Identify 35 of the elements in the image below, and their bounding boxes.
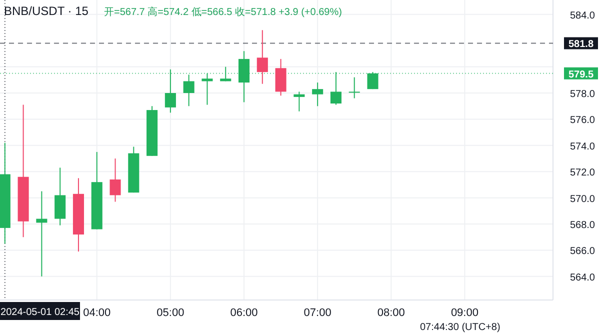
y-tick-label: 566.0 — [570, 246, 596, 258]
y-tick-label: 576.0 — [570, 115, 596, 126]
candlestick — [54, 167, 66, 226]
candlestick — [294, 91, 305, 112]
ref-line-label: 2024-05-01 02:45 — [0, 307, 80, 318]
text: 07:44:30 (UTC+8) — [420, 322, 500, 333]
candlestick — [164, 68, 176, 114]
x-tick-label: 04:00 — [83, 307, 111, 319]
annotation: 开=567.7 高=574.2 低=566.5 收=571.8 +3.9 (+0.69%) — [104, 6, 342, 18]
ref-line-label: 581.8 — [568, 39, 594, 50]
y-tick-label: 574.0 — [570, 141, 596, 152]
y-tick-label: 578.0 — [570, 89, 596, 100]
y-tick-label: 568.0 — [570, 220, 596, 232]
candlestick — [312, 82, 324, 107]
candlestick — [330, 72, 342, 106]
x-tick-label: 05:00 — [156, 307, 184, 319]
candlestick — [220, 66, 232, 82]
y-tick-label: 584.0 — [570, 10, 596, 22]
x-tick-label: 08:00 — [377, 307, 405, 319]
candlestick — [256, 30, 268, 84]
candlestick — [348, 76, 360, 99]
candlestick — [275, 58, 286, 96]
candlestick — [110, 158, 121, 202]
x-tick-label: 07:00 — [304, 307, 332, 319]
candlestick — [367, 72, 378, 90]
chart-title: BNB/USDT · 15 — [4, 4, 89, 18]
x-tick-label: 06:00 — [230, 307, 258, 319]
candlestick — [202, 72, 213, 106]
candlestick — [183, 74, 194, 107]
y-tick-label: 564.0 — [570, 272, 596, 284]
candlestick — [238, 50, 250, 103]
y-tick-label: 570.0 — [570, 194, 596, 205]
ref-line-label: 579.5 — [568, 69, 594, 80]
y-tick-label: 572.0 — [570, 168, 596, 179]
x-tick-label: 09:00 — [450, 307, 478, 319]
